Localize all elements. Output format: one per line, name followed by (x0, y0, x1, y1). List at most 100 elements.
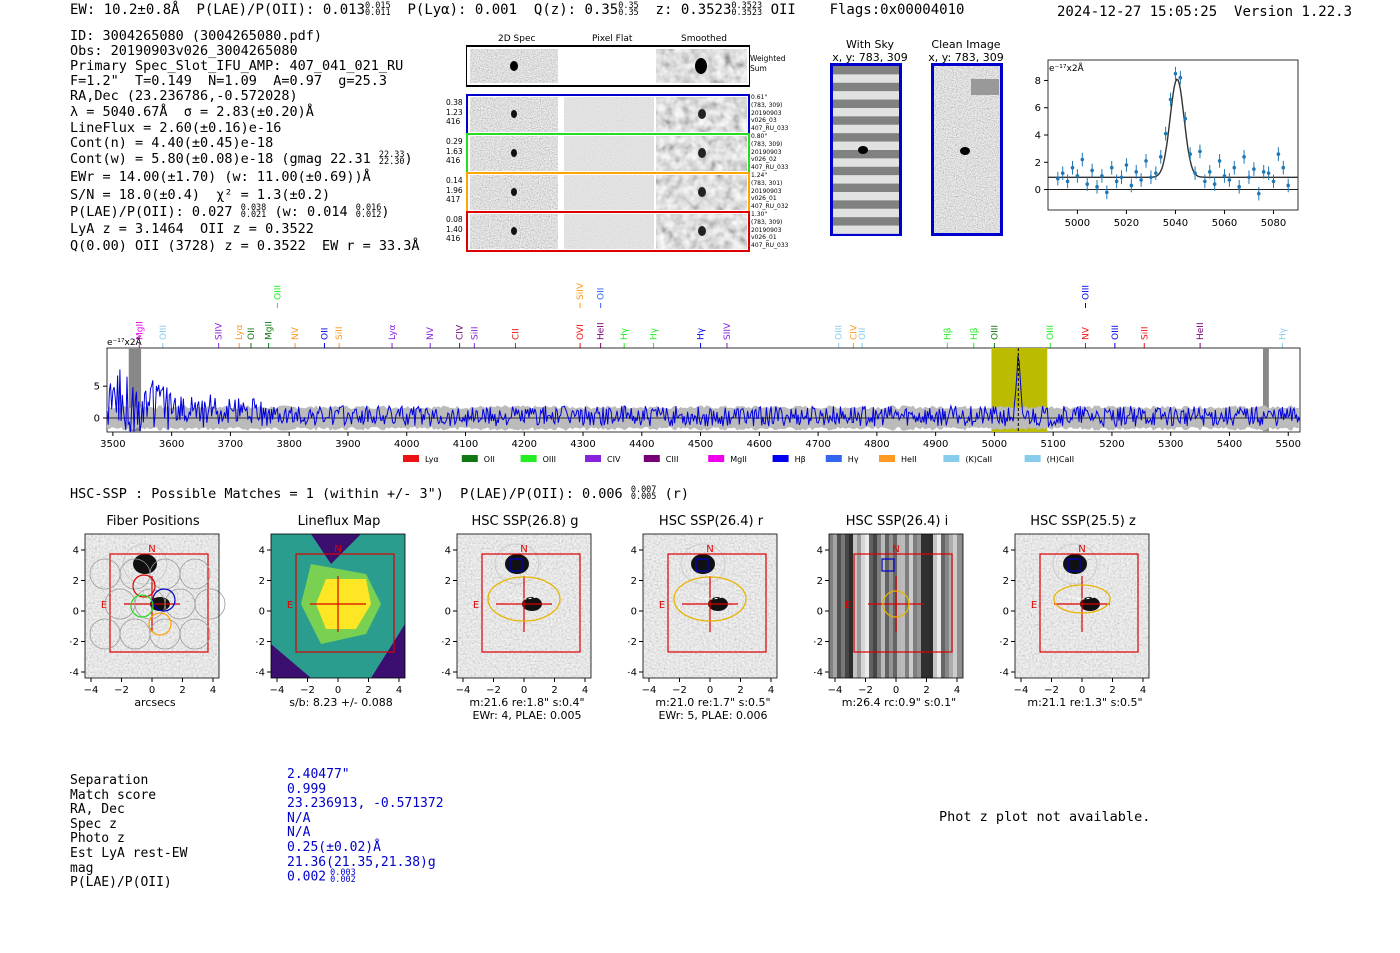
legend-label: CIV (607, 455, 621, 464)
match-box (1067, 558, 1081, 572)
panel-ytick-label: 2 (445, 576, 451, 587)
fit-point (1232, 165, 1237, 170)
fit-ylabel: e⁻¹⁷x2Å (1049, 62, 1085, 74)
hsc-panel-caption: m:26.4 rc:0.9" s:0.1" (814, 696, 984, 709)
compass-n: N (334, 544, 341, 555)
table-label: Spec z (70, 816, 117, 832)
legend-swatch (643, 455, 660, 462)
fit-point (1163, 131, 1168, 136)
sky-band (833, 183, 899, 192)
panel-xtick-label: 0 (893, 685, 899, 696)
hsc-panel-caption: s/b: 8.23 +/- 0.088 (256, 696, 426, 709)
panel-ytick-label: 4 (1003, 546, 1009, 557)
plae-hi: 0.003 (330, 868, 356, 879)
spectral-line-label: OIII (1081, 285, 1091, 300)
i-band-stripe (909, 534, 913, 678)
fit-point (1090, 168, 1094, 173)
spec-xtick-label: 4700 (805, 439, 830, 450)
row-left-value: 1.63 (446, 146, 463, 156)
clean-image (931, 63, 1003, 236)
spectral-line-label: HeII (597, 322, 607, 340)
col-title-2dspec: 2D Spec (498, 34, 536, 44)
row-right-value: 407_RU_033 (751, 125, 789, 133)
info-q: Q(0.00) OII (3728) z = 0.3522 EW r = 33.… (70, 238, 420, 254)
spec-xtick-label: 3700 (218, 439, 243, 450)
spectral-line-label: OIII (835, 325, 845, 340)
panel-frame (270, 533, 406, 679)
panel-ytick-label: 0 (259, 607, 265, 618)
fit-point (1100, 174, 1104, 178)
i-band-stripe (833, 534, 837, 678)
sky-band (833, 99, 899, 108)
fit-xtick-label: 5080 (1261, 218, 1286, 229)
fit-point (1056, 176, 1060, 181)
col-title-pixelflat: Pixel Flat (592, 34, 633, 44)
row-source (511, 188, 517, 196)
panel-xtick-label: −2 (672, 685, 687, 696)
spectral-line-label: SiII (470, 326, 480, 340)
i-band-stripe (893, 534, 897, 678)
row-right-value: 1.30" (751, 211, 768, 218)
i-band-stripe (861, 534, 865, 678)
hsc-panel-caption: m:21.0 re:1.7" s:0.5" EWr: 5, PLAE: 0.006 (628, 696, 798, 722)
i-band-stripe (945, 534, 949, 678)
info-ewr: EWr = 14.00(±1.70) (w: 11.00(±0.69))Å (70, 169, 371, 185)
photz-message: Phot z plot not available. (939, 809, 1151, 825)
fit-point (1114, 179, 1119, 184)
panel-xtick-label: 0 (149, 685, 155, 696)
row-pixelflat (564, 136, 654, 171)
row-pixelflat (564, 175, 654, 210)
i-band-stripe (885, 534, 889, 678)
spectra-cutouts (466, 45, 750, 252)
sky-band (833, 91, 899, 100)
table-value: 0.999 (287, 782, 444, 798)
spec-xtick-label: 3600 (159, 439, 184, 450)
panel-ytick-label: 4 (817, 546, 823, 557)
fit-xtick-label: 5020 (1114, 218, 1139, 229)
fit-point (1247, 175, 1251, 180)
legend-label: OIII (543, 455, 556, 464)
aperture-box (295, 553, 395, 653)
fiber-circle (179, 618, 211, 650)
row-right-value: v026_01 (751, 234, 777, 242)
panel-xtick-label: 0 (707, 685, 713, 696)
row-left-label: 0.08 1.40 416 (446, 215, 466, 244)
sky-band (833, 200, 899, 209)
spectral-line-label: OII (247, 328, 257, 340)
hsc-panel-image: N E −4 −4 −2 −2 0 0 2 2 4 4 (442, 533, 592, 696)
legend-swatch (403, 455, 419, 462)
row-right-value: 20190903 (751, 148, 782, 156)
spectral-line-label: Hγ (1278, 327, 1288, 340)
i-band-stripe (905, 534, 909, 678)
row-left-value: 0.29 (446, 137, 463, 146)
hsc-panel-title: HSC SSP(26.8) g (471, 514, 579, 529)
legend-label: Hβ (795, 455, 806, 464)
info-contw: Cont(w) = 5.80(±0.08)e-18 (gmag 22.31 22… (70, 150, 413, 167)
spectral-line-label: Hγ (650, 327, 660, 340)
panel-ytick-label: 4 (445, 546, 451, 557)
panel-ytick-label: −2 (1000, 637, 1009, 648)
fit-point (1070, 165, 1075, 170)
source-contour (494, 543, 540, 585)
spec-masked-band (1262, 348, 1269, 432)
panel-xtick-label: −2 (486, 685, 501, 696)
cutout-row-0 (466, 94, 750, 135)
compass-e: E (473, 600, 479, 611)
spectral-line-label: NV (426, 326, 436, 340)
fit-point (1075, 174, 1080, 178)
i-band-stripe (865, 534, 869, 678)
legend-label: OII (484, 455, 495, 464)
table-label: P(LAE)/P(OII) (70, 875, 172, 891)
spec-flux-line (106, 355, 1301, 433)
panel-frame (642, 533, 778, 679)
spectral-line-label: MgII (135, 321, 145, 340)
row-right-value: (783, 301) (751, 179, 783, 187)
legend-swatch (772, 455, 789, 462)
i-band-stripe (929, 534, 933, 678)
fiber-highlight (132, 574, 156, 598)
i-band-stripes (829, 534, 963, 678)
row-right-value: 0.61" (751, 94, 768, 101)
fit-point (1237, 185, 1241, 189)
legend-swatch (461, 455, 478, 462)
